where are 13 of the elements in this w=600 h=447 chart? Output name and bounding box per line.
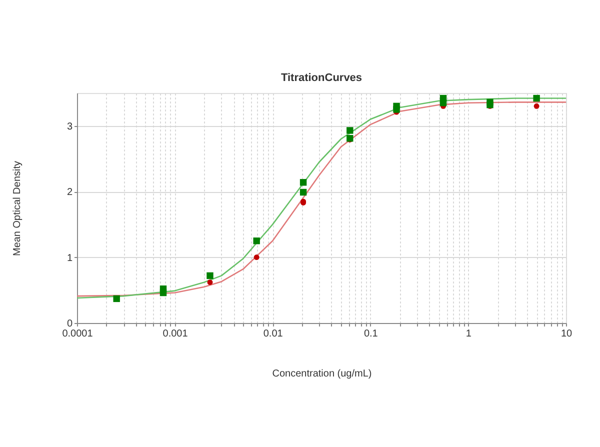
y-tick-label: 0 [66,318,73,330]
x-tick-label: 0.0001 [62,328,94,340]
x-tick-label: 1 [466,328,472,340]
y-tick-label: 1 [66,252,73,264]
x-tick-label: 0.1 [364,328,378,340]
y-axis-title: Mean Optical Density [12,160,23,256]
y-tick-label: 2 [66,187,73,198]
x-tick-label: 0.001 [162,328,188,340]
x-axis-title: Concentration (ug/mL) [272,368,372,380]
x-tick-label: 10 [560,328,572,340]
chart-title: TitrationCurves [280,72,362,84]
y-tick-label: 3 [66,121,73,132]
x-tick-label: 0.01 [263,328,284,340]
